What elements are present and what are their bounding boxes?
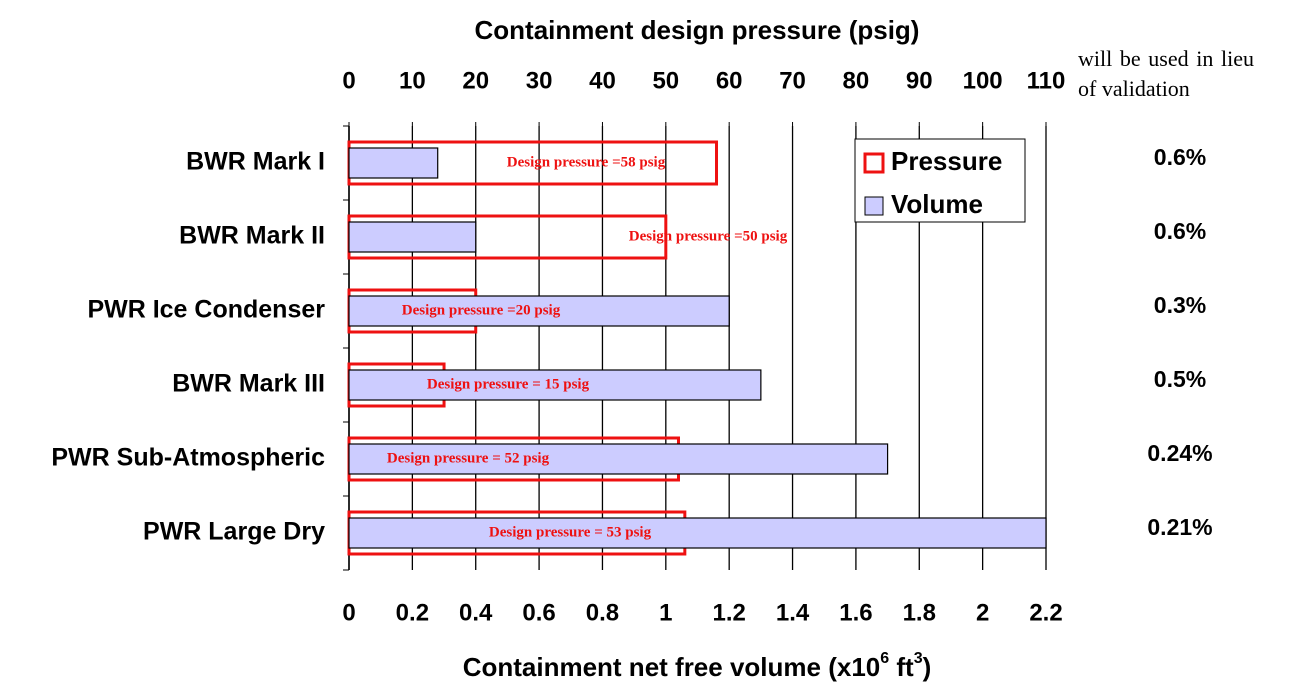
volume-bar: [348, 517, 1047, 549]
value-label: Design pressure = 53 psig: [489, 524, 652, 540]
x-tick-label: 2: [976, 599, 989, 626]
axis-title-sup: 6: [880, 650, 889, 667]
x-tick-label: 2.2: [1029, 599, 1062, 626]
axis-title-sup: 3: [914, 650, 923, 667]
x2-tick-label: 70: [779, 67, 806, 94]
x-tick-label: 0.8: [586, 599, 619, 626]
x-tick-label: 1.4: [776, 599, 810, 626]
right-label: 0.5%: [1154, 366, 1206, 392]
top-axis-title: Containment design pressure (psig): [475, 15, 920, 45]
legend-label: Pressure: [891, 146, 1002, 176]
x2-tick-label: 30: [526, 67, 553, 94]
value-label: Design pressure = 52 psig: [387, 450, 550, 466]
axis-title-part: ft: [889, 652, 914, 682]
value-label: Design pressure = 15 psig: [427, 376, 590, 392]
x2-tick-label: 110: [1027, 67, 1066, 94]
y-tick-label: BWR Mark II: [179, 222, 325, 250]
x2-tick-label: 80: [843, 67, 870, 94]
x-tick-label: 0.4: [459, 599, 493, 626]
value-label: Design pressure =50 psig: [629, 228, 788, 244]
y-tick-label: BWR Mark I: [186, 148, 325, 176]
x-tick-label: 0.6: [522, 599, 555, 626]
x2-tick-label: 60: [716, 67, 743, 94]
side-text: will be used in lieu of validation: [1078, 46, 1254, 101]
legend-label: Volume: [891, 189, 983, 219]
x2-tick-label: 90: [906, 67, 933, 94]
x-tick-label: 1.8: [903, 599, 936, 626]
value-label: Design pressure =58 psig: [507, 154, 666, 170]
value-label: Design pressure =20 psig: [402, 302, 561, 318]
right-label: 0.24%: [1147, 440, 1212, 466]
y-tick-label: BWR Mark III: [172, 370, 325, 398]
volume-bar: [348, 147, 439, 179]
volume-bar: [348, 443, 889, 475]
right-label: 0.6%: [1154, 218, 1206, 244]
legend-swatch: [863, 152, 885, 174]
right-label: 0.6%: [1154, 144, 1206, 170]
right-label: 0.3%: [1154, 292, 1206, 318]
volume-bar: [348, 369, 762, 401]
x-tick-label: 0: [342, 599, 355, 626]
volume-bar: [348, 295, 730, 327]
x2-tick-label: 50: [652, 67, 679, 94]
x-tick-label: 1: [659, 599, 672, 626]
x-tick-label: 0.2: [396, 599, 429, 626]
x-tick-label: 1.2: [712, 599, 745, 626]
x2-tick-label: 0: [342, 67, 355, 94]
x2-tick-label: 10: [399, 67, 426, 94]
right-label: 0.21%: [1147, 514, 1212, 540]
y-tick-label: PWR Sub-Atmospheric: [51, 444, 325, 472]
bottom-axis-title: Containment net free volume (x106 ft3): [463, 650, 932, 682]
x2-tick-label: 40: [589, 67, 616, 94]
legend-swatch: [864, 196, 884, 216]
x-tick-label: 1.6: [839, 599, 872, 626]
y-tick-label: PWR Ice Condenser: [87, 296, 325, 324]
axis-title-part: ): [923, 652, 932, 682]
volume-bar: [348, 221, 477, 253]
x2-tick-label: 20: [462, 67, 489, 94]
x2-tick-label: 100: [963, 67, 1003, 94]
y-tick-label: PWR Large Dry: [143, 518, 325, 546]
axis-title-part: Containment net free volume (x10: [463, 652, 881, 682]
